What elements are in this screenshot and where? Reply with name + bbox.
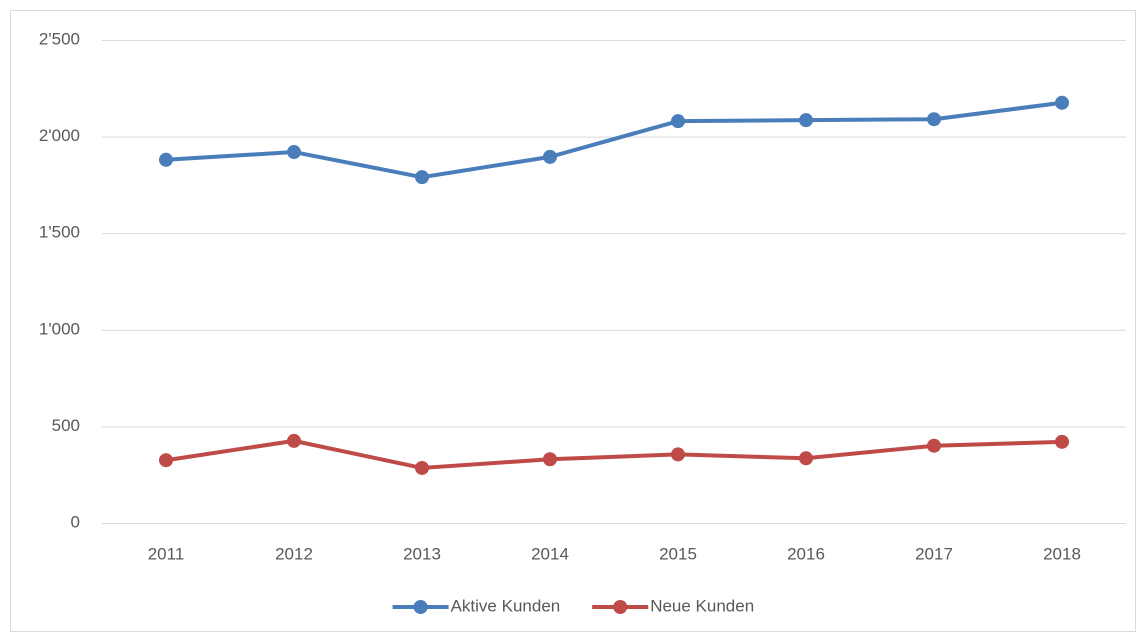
data-point — [1055, 95, 1069, 110]
data-point — [1055, 434, 1069, 449]
y-tick-label: 500 — [52, 416, 80, 435]
x-tick-label: 2011 — [148, 544, 185, 563]
legend-marker — [613, 600, 628, 614]
x-tick-label: 2013 — [403, 544, 441, 563]
data-point — [927, 438, 941, 453]
data-point — [159, 152, 173, 167]
data-point — [287, 145, 301, 160]
x-tick-label: 2014 — [531, 544, 569, 563]
x-tick-label: 2015 — [659, 544, 697, 563]
y-tick-label: 2'500 — [39, 29, 80, 48]
y-tick-label: 1'000 — [39, 319, 80, 338]
series-line — [165, 438, 1063, 470]
data-point — [799, 451, 813, 466]
data-point — [927, 112, 941, 127]
x-tick-label: 2016 — [787, 544, 825, 563]
data-point — [799, 113, 813, 128]
x-tick-label: 2017 — [915, 544, 953, 563]
data-point — [287, 433, 301, 448]
chart-frame — [10, 10, 1136, 632]
x-tick-label: 2012 — [275, 544, 313, 563]
data-point — [543, 452, 557, 467]
data-point — [415, 460, 429, 475]
y-tick-label: 2'000 — [39, 126, 80, 145]
data-point — [543, 149, 557, 164]
legend-marker — [413, 600, 428, 614]
y-tick-label: 1'500 — [39, 223, 80, 242]
data-point — [159, 453, 173, 468]
data-point — [415, 170, 429, 185]
data-point — [671, 447, 685, 462]
series-line — [165, 100, 1063, 180]
y-tick-label: 0 — [71, 512, 80, 531]
data-point — [671, 114, 685, 129]
x-tick-label: 2018 — [1043, 544, 1081, 563]
legend-label: Neue Kunden — [650, 596, 754, 615]
legend-label: Aktive Kunden — [451, 596, 561, 615]
